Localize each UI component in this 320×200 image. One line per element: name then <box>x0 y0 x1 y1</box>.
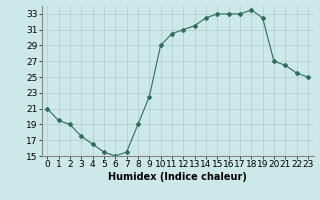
X-axis label: Humidex (Indice chaleur): Humidex (Indice chaleur) <box>108 172 247 182</box>
